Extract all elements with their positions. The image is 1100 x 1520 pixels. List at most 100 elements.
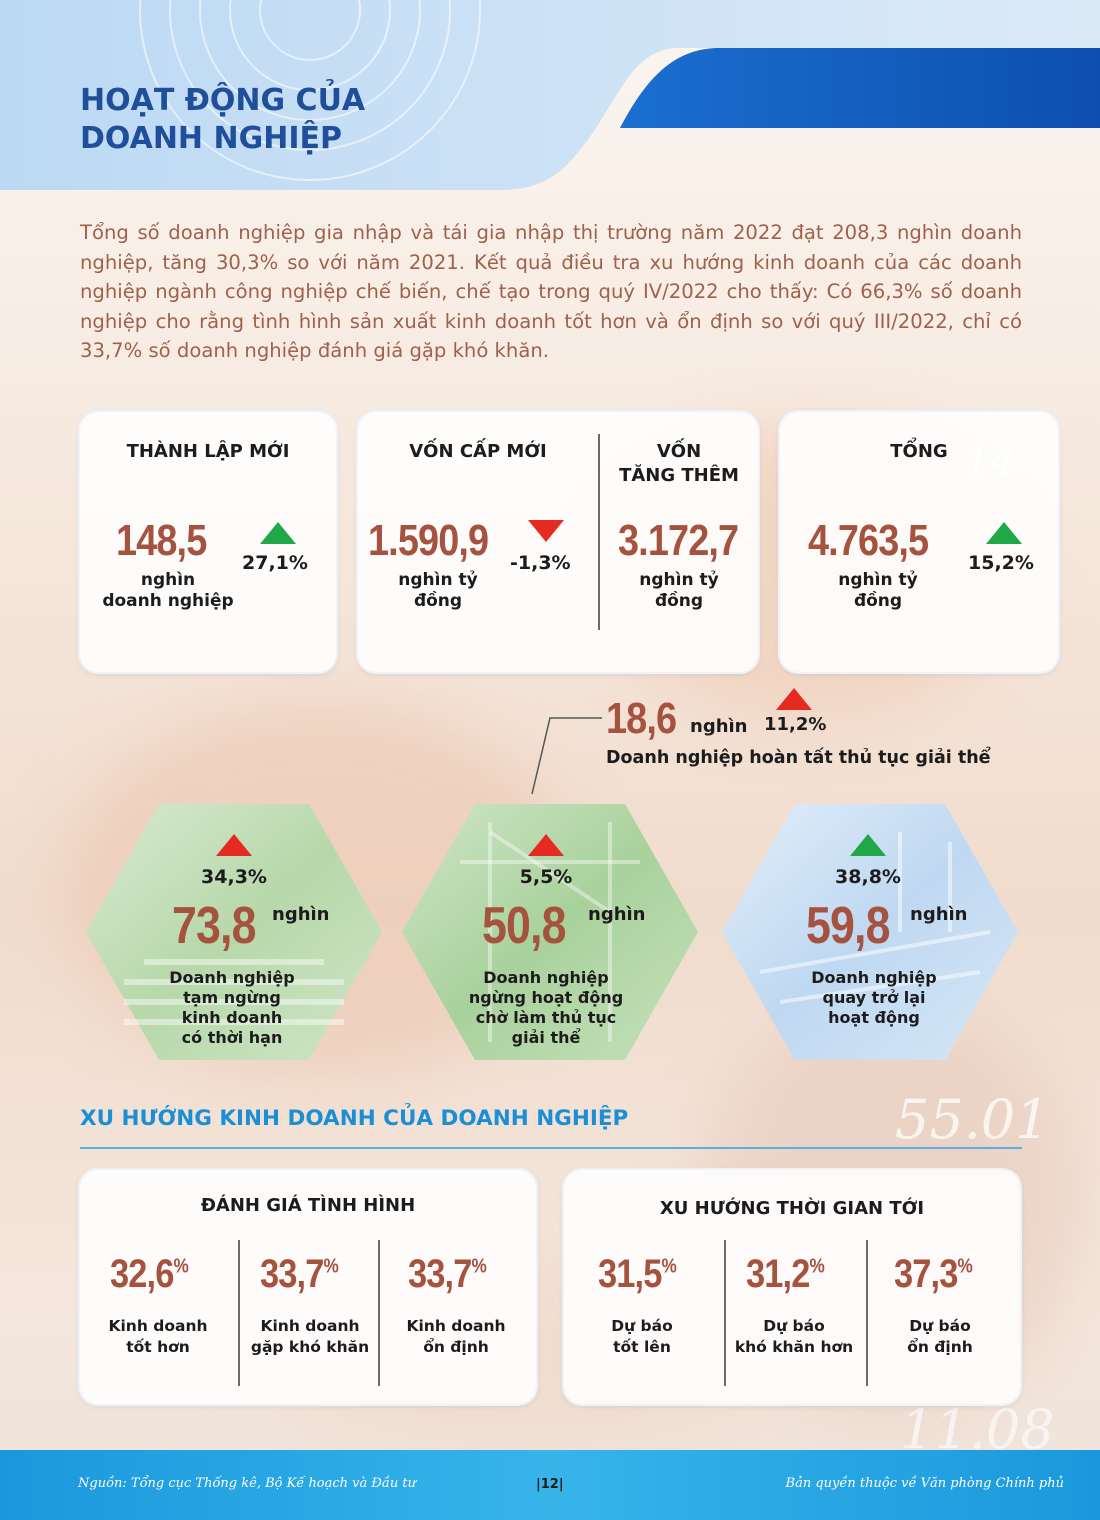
- outlook-label-line: Dự báo: [611, 1317, 673, 1335]
- trend-up-icon: [528, 834, 564, 856]
- trend-up-icon: [986, 522, 1022, 544]
- hex-label-line: Doanh nghiệp: [811, 968, 937, 987]
- stat-card-header-line: VỐN: [656, 441, 702, 462]
- outlook-value-number: 31,5: [598, 1252, 662, 1296]
- stat-change: 27,1%: [242, 552, 308, 574]
- stat-value: 4.763,5: [808, 516, 929, 565]
- stat-unit-line: đồng: [413, 591, 463, 611]
- assessment-label-line: ổn định: [423, 1338, 489, 1356]
- footer-bar: Nguồn: Tổng cục Thống kê, Bộ Kế hoạch và…: [0, 1450, 1100, 1520]
- percent-symbol: %: [661, 1255, 677, 1278]
- hex-label-line: giải thể: [511, 1028, 581, 1047]
- hex-change: 5,5%: [519, 866, 573, 888]
- page-title: HOẠT ĐỘNG CỦA DOANH NGHIỆP: [80, 82, 365, 158]
- assessment-value-number: 33,7: [260, 1252, 324, 1296]
- stat-unit-line: nghìn tỷ: [838, 570, 918, 590]
- stat-change: -1,3%: [510, 552, 571, 574]
- stat-value: 148,5: [116, 516, 207, 565]
- stat-unit: nghìn tỷ đồng: [600, 570, 758, 612]
- dissolved-unit: nghìn: [690, 716, 748, 737]
- hex-label: Doanh nghiệp ngừng hoạt động chờ làm thủ…: [396, 968, 696, 1048]
- hex-returning-firms: 38,8% 59,8 nghìn Doanh nghiệp quay trở l…: [720, 802, 1020, 1062]
- hex-label-line: quay trở lại: [822, 988, 926, 1007]
- hex-label-line: tạm ngừng: [183, 988, 281, 1007]
- stat-card-header: THÀNH LẬP MỚI: [126, 441, 290, 462]
- hex-label: Doanh nghiệp tạm ngừng kinh doanh có thờ…: [82, 968, 382, 1048]
- dissolved-value: 18,6: [606, 694, 677, 743]
- trend-up-icon: [216, 834, 252, 856]
- divider: [724, 1240, 726, 1386]
- stat-unit: nghìn doanh nghiệp: [90, 570, 246, 612]
- header-drum-pattern: [0, 0, 1100, 190]
- outlook-value: 37,3%: [894, 1252, 973, 1297]
- hex-halted-firms: 5,5% 50,8 nghìn Doanh nghiệp ngừng hoạt …: [400, 802, 700, 1062]
- hex-label-line: chờ làm thủ tục: [475, 1008, 617, 1027]
- page-number: |12|: [536, 1477, 564, 1492]
- stat-card-header: VỐN TĂNG THÊM: [600, 440, 758, 488]
- assessment-card: ĐÁNH GIÁ TÌNH HÌNH 32,6% Kinh doanh tốt …: [80, 1170, 536, 1404]
- stat-unit-line: nghìn tỷ: [398, 570, 478, 590]
- trend-down-icon: [528, 520, 564, 542]
- background-number: 55.01: [895, 1088, 1050, 1151]
- assessment-value: 33,7%: [260, 1252, 339, 1297]
- outlook-label: Dự báo ổn định: [870, 1316, 1010, 1358]
- outlook-value: 31,5%: [598, 1252, 677, 1297]
- divider: [238, 1240, 240, 1386]
- stat-card-capital: VỐN CẤP MỚI 1.590,9 -1,3% nghìn tỷ đồng …: [358, 412, 758, 672]
- assessment-label-line: Kinh doanh: [406, 1317, 506, 1335]
- assessment-label: Kinh doanh ổn định: [386, 1316, 526, 1358]
- section-title: XU HƯỚNG KINH DOANH CỦA DOANH NGHIỆP: [80, 1106, 629, 1131]
- hex-unit: nghìn: [910, 904, 968, 925]
- outlook-label-line: ổn định: [907, 1338, 973, 1356]
- hex-label: Doanh nghiệp quay trở lại hoạt động: [724, 968, 1024, 1028]
- page-title-line: DOANH NGHIỆP: [80, 121, 342, 156]
- outlook-value: 31,2%: [746, 1252, 825, 1297]
- hex-value: 50,8: [482, 897, 566, 955]
- assessment-value: 32,6%: [110, 1252, 189, 1297]
- divider: [378, 1240, 380, 1386]
- stat-card-header-line: TĂNG THÊM: [619, 465, 739, 486]
- percent-symbol: %: [323, 1255, 339, 1278]
- hex-unit: nghìn: [588, 904, 646, 925]
- hex-value: 59,8: [806, 897, 890, 955]
- dissolved-change: 11,2%: [764, 714, 827, 735]
- stat-card-header: VỐN CẤP MỚI: [409, 441, 547, 462]
- trend-up-icon: [776, 688, 812, 710]
- stat-card-new-firms: THÀNH LẬP MỚI 148,5 27,1% nghìn doanh ng…: [80, 412, 336, 672]
- stat-unit: nghìn tỷ đồng: [810, 570, 946, 612]
- divider: [598, 434, 600, 630]
- assessment-label-line: tốt hơn: [126, 1338, 190, 1356]
- stat-unit-line: đồng: [853, 591, 903, 611]
- assessment-label: Kinh doanh tốt hơn: [88, 1316, 228, 1358]
- trend-up-icon: [260, 522, 296, 544]
- assessment-label-line: gặp khó khăn: [250, 1338, 370, 1356]
- stat-unit: nghìn tỷ đồng: [378, 570, 498, 612]
- hex-paused-firms: 34,3% 73,8 nghìn Doanh nghiệp tạm ngừng …: [84, 802, 384, 1062]
- percent-symbol: %: [809, 1255, 825, 1278]
- stat-value: 1.590,9: [368, 516, 489, 565]
- outlook-label-line: khó khăn hơn: [734, 1338, 854, 1356]
- outlook-value-number: 31,2: [746, 1252, 810, 1296]
- outlook-card: XU HƯỚNG THỜI GIAN TỚI 31,5% Dự báo tốt …: [564, 1170, 1020, 1404]
- hex-unit: nghìn: [272, 904, 330, 925]
- footer-copyright: Bản quyền thuộc về Văn phòng Chính phủ: [785, 1476, 1064, 1491]
- outlook-label-line: tốt lên: [613, 1338, 671, 1356]
- page-title-line: HOẠT ĐỘNG CỦA: [80, 83, 366, 118]
- hex-change: 34,3%: [201, 866, 267, 888]
- dissolved-label: Doanh nghiệp hoàn tất thủ tục giải thể: [606, 748, 991, 768]
- outlook-label-line: Dự báo: [763, 1317, 825, 1335]
- outlook-value-number: 37,3: [894, 1252, 958, 1296]
- percent-symbol: %: [957, 1255, 973, 1278]
- assessment-header: ĐÁNH GIÁ TÌNH HÌNH: [200, 1195, 416, 1216]
- assessment-value: 33,7%: [408, 1252, 487, 1297]
- hex-label-line: kinh doanh: [181, 1008, 283, 1027]
- stat-card-header: TỔNG: [890, 441, 948, 462]
- hex-label-line: có thời hạn: [181, 1028, 283, 1047]
- assessment-value-number: 33,7: [408, 1252, 472, 1296]
- section-divider: [80, 1147, 1022, 1149]
- stat-unit-line: nghìn: [140, 570, 196, 590]
- percent-symbol: %: [471, 1255, 487, 1278]
- stat-change: 15,2%: [968, 552, 1034, 574]
- assessment-label-line: Kinh doanh: [260, 1317, 360, 1335]
- stat-value: 3.172,7: [618, 516, 739, 565]
